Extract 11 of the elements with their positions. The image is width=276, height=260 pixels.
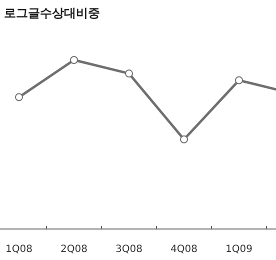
x-tick-label: 1Q09 [226,244,252,255]
point [70,56,78,64]
chart-title: 로그글수상대비중 [4,6,100,20]
point [180,135,188,144]
x-tick-label: 1Q08 [6,244,32,255]
point [125,70,133,78]
point [235,76,243,84]
x-tick-label: 4Q08 [170,244,198,255]
x-tick-label: 3Q08 [116,244,142,255]
point [15,93,23,102]
x-tick-label: 2Q08 [60,244,88,255]
